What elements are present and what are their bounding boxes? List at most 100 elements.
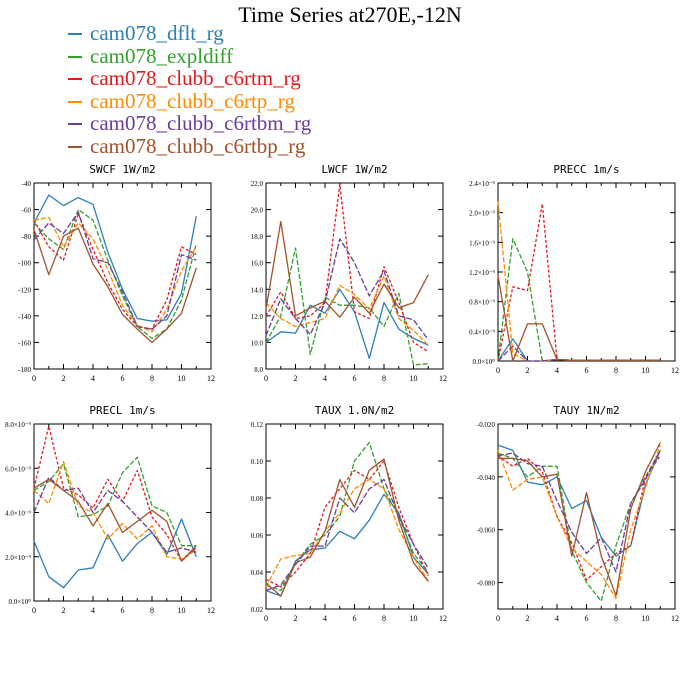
- series-line: [265, 478, 429, 588]
- legend-swatch: [68, 123, 82, 125]
- x-tick-label: 12: [671, 366, 679, 375]
- x-tick-label: 8: [614, 366, 618, 375]
- y-tick-label: 20.0: [251, 207, 264, 215]
- chart-title: SWCF 1W/m2: [89, 163, 155, 176]
- y-tick-label: -0.060: [477, 527, 496, 535]
- x-tick-label: 10: [410, 614, 418, 623]
- y-tick-label: -0.040: [477, 474, 496, 482]
- x-tick-label: 10: [178, 606, 186, 615]
- legend-label: cam078_dflt_rg: [90, 21, 224, 45]
- x-tick-label: 8: [150, 606, 154, 615]
- x-tick-label: 12: [207, 606, 215, 615]
- series-line: [497, 450, 661, 573]
- y-tick-label: 0.02: [251, 606, 264, 614]
- y-tick-label: 12.0: [251, 313, 264, 321]
- series-line: [33, 211, 197, 330]
- x-tick-label: 2: [294, 614, 298, 623]
- series-line: [33, 212, 197, 330]
- chart-title: PRECL 1m/s: [89, 404, 155, 417]
- y-tick-label: -120: [18, 286, 31, 294]
- plot-frame: [497, 182, 676, 362]
- y-tick-label: 0.8×10⁻⁹: [469, 299, 495, 307]
- series-line: [265, 220, 429, 318]
- series-line: [497, 444, 661, 600]
- x-tick-label: 10: [410, 374, 418, 383]
- legend-label: cam078_clubb_c6rtbp_rg: [90, 133, 306, 158]
- y-tick-label: 0.12: [251, 421, 264, 429]
- chart-title: TAUX 1.0N/m2: [315, 404, 394, 417]
- legend-swatch: [68, 100, 82, 103]
- y-tick-label: 8.0×10⁻⁹: [5, 421, 31, 429]
- x-tick-label: 0: [264, 374, 268, 383]
- legend-swatch: [68, 78, 82, 80]
- x-tick-label: 12: [439, 614, 447, 623]
- series-line: [498, 442, 661, 597]
- y-tick-label: -100: [18, 260, 31, 268]
- series-line: [265, 441, 429, 592]
- series-line: [265, 288, 429, 360]
- plot-frame: [265, 182, 444, 370]
- x-tick-label: 6: [353, 614, 357, 623]
- y-tick-label: 0.10: [251, 458, 264, 466]
- series-line: [33, 216, 197, 333]
- y-tick-label: 10.0: [251, 339, 264, 347]
- series-line: [497, 275, 661, 362]
- y-tick-label: 6.0×10⁻⁹: [5, 465, 31, 473]
- y-tick-label: 0.08: [251, 495, 264, 503]
- y-tick-label: 8.0: [254, 366, 263, 374]
- chart-panel: TAUX 1.0N/m2 0 2 4 6 8 10 12 0.12 0.10 0.08 0.06 0.0…: [251, 404, 447, 623]
- x-tick-label: 4: [323, 374, 327, 383]
- y-tick-label: 0.0×10⁰: [8, 598, 31, 606]
- series-line: [265, 460, 429, 588]
- y-tick-label: -180: [18, 366, 31, 374]
- x-tick-label: 4: [555, 614, 559, 623]
- x-tick-label: 4: [91, 606, 95, 615]
- x-tick-label: 8: [614, 614, 618, 623]
- series-line: [265, 238, 429, 341]
- legend-label: cam078_clubb_c6rtbm_rg: [90, 111, 312, 135]
- series-line: [33, 476, 197, 553]
- chart-panel: PRECC 1m/s 0 2 4 6 8 10 12 2.4×10⁻⁹ 2.0×10⁻⁹ 1.6×1…: [469, 163, 679, 375]
- x-tick-label: 10: [178, 374, 186, 383]
- y-tick-label: 2.0×10⁻⁹: [5, 554, 31, 562]
- x-tick-label: 6: [121, 374, 125, 383]
- legend-label: cam078_expldiff: [90, 43, 234, 68]
- y-tick-label: -0.020: [477, 421, 496, 429]
- x-tick-label: 2: [526, 614, 530, 623]
- y-tick-label: 2.4×10⁻⁹: [469, 180, 495, 188]
- legend-label: cam078_clubb_c6rtm_rg: [90, 66, 301, 90]
- x-tick-label: 2: [62, 374, 66, 383]
- y-tick-label: 16.0: [251, 260, 264, 268]
- y-tick-label: -0.080: [477, 580, 496, 588]
- x-tick-label: 0: [264, 614, 268, 623]
- y-tick-label: 1.2×10⁻⁹: [469, 269, 495, 277]
- plot-frame: [265, 423, 444, 610]
- series-line: [265, 275, 429, 346]
- y-tick-label: -160: [18, 339, 31, 347]
- series-line: [265, 458, 429, 597]
- y-tick-label: -140: [18, 313, 31, 321]
- x-tick-label: 12: [207, 374, 215, 383]
- series-line: [33, 425, 197, 562]
- x-tick-label: 8: [382, 614, 386, 623]
- x-tick-label: 8: [382, 374, 386, 383]
- y-tick-label: 0.06: [251, 532, 264, 540]
- y-tick-label: 4.0×10⁻⁹: [5, 510, 31, 518]
- legend-swatch: [68, 55, 82, 58]
- chart-panel: SWCF 1W/m2 0 2 4 6 8 10 12 -40 -60 -80 -100 -120 -140…: [18, 163, 215, 383]
- series-line: [265, 183, 429, 353]
- x-tick-label: 4: [91, 374, 95, 383]
- series-line: [497, 455, 661, 581]
- plot-frame: [33, 423, 212, 602]
- legend-swatch: [68, 145, 82, 148]
- series-line: [497, 444, 661, 557]
- series-line: [33, 478, 197, 562]
- series-line: [33, 456, 197, 547]
- series-line: [33, 460, 197, 560]
- series-line: [265, 493, 429, 597]
- x-tick-label: 6: [585, 366, 589, 375]
- series-line: [33, 194, 197, 322]
- chart-panel: PRECL 1m/s 0 2 4 6 8 10 12 8.0×10⁻⁹ 6.0×10⁻⁹ 4.0×1…: [5, 404, 215, 615]
- legend-label: cam078_clubb_c6rtp_rg: [90, 88, 295, 113]
- x-tick-label: 6: [353, 374, 357, 383]
